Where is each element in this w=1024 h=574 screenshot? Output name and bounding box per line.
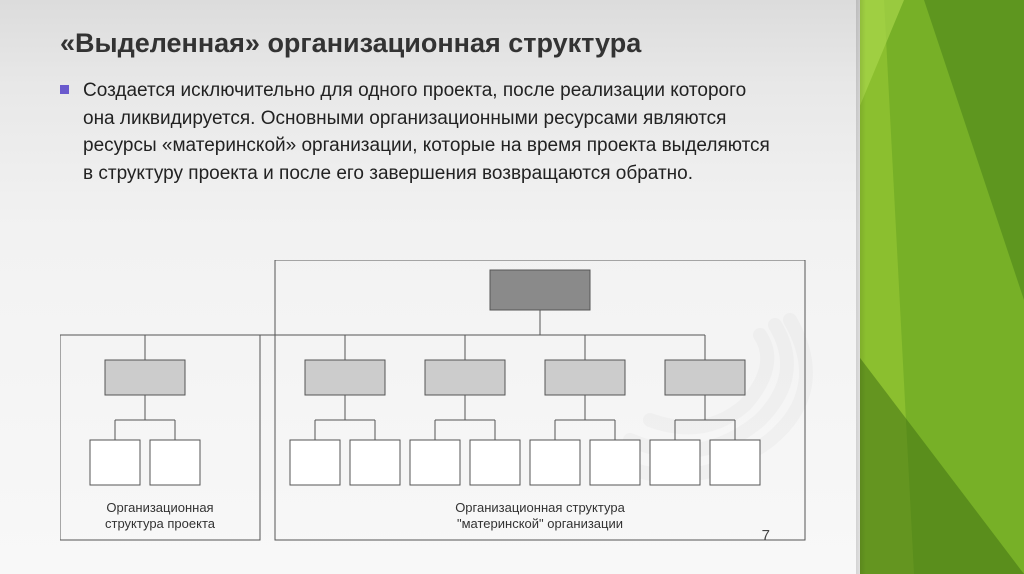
page-number: 7 — [762, 527, 770, 544]
decor-right-panel — [854, 0, 1024, 574]
svg-text:Организационная: Организационная — [106, 500, 213, 515]
svg-text:структура проекта: структура проекта — [105, 516, 216, 531]
org-diagram: Организационнаяструктура проекта Организа… — [60, 260, 820, 550]
svg-text:"материнской" организации: "материнской" организации — [457, 516, 623, 531]
bullet-square-icon — [60, 85, 69, 94]
slide: «Выделенная» организационная структура С… — [0, 0, 860, 574]
svg-text:Организационная структура: Организационная структура — [455, 500, 625, 515]
slide-title: «Выделенная» организационная структура — [60, 28, 810, 59]
body-text: Создается исключительно для одного проек… — [83, 77, 783, 187]
bullet-item: Создается исключительно для одного проек… — [60, 77, 810, 187]
